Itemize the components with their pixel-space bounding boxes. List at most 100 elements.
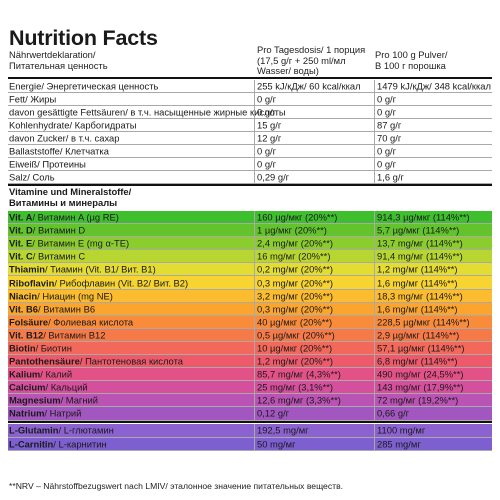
value-per-serving: 0,3 mg/мг (20%**): [257, 277, 334, 289]
table-row: davon Zucker/ в т.ч. сахар 12 g/г 70 g/г: [8, 132, 492, 145]
nutrient-translation: / Витамин C: [32, 250, 86, 262]
value-per-100g: 1,6 mg/мг (114%**): [377, 303, 458, 315]
column-divider: [254, 158, 255, 170]
column-divider: [254, 80, 255, 92]
column-divider: [374, 381, 375, 394]
column-divider: [374, 145, 375, 157]
nutrient-translation: / Кальций: [45, 381, 88, 393]
column-divider: [374, 237, 375, 250]
value-per-serving: 1 µg/мкг (20%**): [257, 224, 327, 236]
section-divider: [8, 421, 492, 423]
value-per-100g: 0 g/г: [377, 158, 397, 170]
nutrient-label: Thiamin/ Тиамин (Vit. B1/ Вит. B1): [9, 264, 156, 275]
colored-table-row: L-Glutamin/ L-глютамин 192,5 mg/мг 1100 mg…: [8, 424, 492, 438]
column-divider: [254, 341, 255, 355]
nutrient-label: Calcium/ Кальций: [9, 382, 88, 393]
column-divider: [254, 368, 255, 381]
nutrient-translation: / Натрий: [44, 407, 82, 419]
column-divider: [374, 289, 375, 302]
column-divider: [374, 368, 375, 381]
header-divider: [8, 77, 492, 79]
value-per-100g: 1,6 g/г: [377, 171, 404, 183]
nutrient-translation: / Пантотеновая кислота: [79, 355, 183, 367]
nutrient-label: Eiweiß/ Протеины: [9, 158, 86, 170]
column-divider: [254, 132, 255, 144]
value-per-100g: 143 mg/мг (17,9%**): [377, 381, 464, 393]
nutrient-label: Vit. A/ Витамин A (µg RE): [9, 212, 119, 223]
value-per-serving: 40 µg/мкг (20%**): [257, 316, 333, 328]
value-per-serving: 25 mg/мг (3,1%**): [257, 381, 334, 393]
nutrient-label: Salz/ Соль: [9, 171, 55, 183]
nutrient-label: Pantothensäure/ Пантотеновая кислота: [9, 356, 183, 367]
value-per-100g: 70 g/г: [377, 132, 402, 144]
value-per-serving: 10 µg/мкг (20%**): [257, 342, 333, 354]
value-per-100g: 1,2 mg/мг (114%**): [377, 263, 458, 275]
amino-acids-table: L-Glutamin/ L-глютамин 192,5 mg/мг 1100 mg…: [8, 424, 492, 451]
header-left-line: Питательная ценность: [9, 59, 108, 71]
nutrient-name: Biotin: [9, 342, 36, 354]
nutrient-name: Folsäure: [9, 316, 49, 328]
nutrient-translation: / Витамин B6: [38, 303, 96, 315]
value-per-100g: 490 mg/мг (24,5%**): [377, 368, 464, 380]
nutrient-name: Thiamin: [9, 263, 45, 275]
value-per-serving: 0,5 µg/мкг (20%**): [257, 329, 335, 341]
value-per-serving: 0,12 g/г: [257, 407, 290, 419]
nutrient-label: Folsäure/ Фолиевая кислота: [9, 316, 133, 327]
column-divider: [374, 93, 375, 105]
nutrient-name: Vit. B12: [9, 329, 44, 341]
nutrient-label: Biotin/ Биотин: [9, 342, 72, 353]
footnote: **NRV – Nährstoffbezugswert nach LMIV/ э…: [9, 481, 344, 491]
nutrient-name: Pantothensäure: [9, 355, 80, 367]
nutrient-translation: / Витамин D: [32, 224, 86, 236]
nutrient-label: L-Carnitin/ L-карнитин: [9, 438, 107, 449]
colored-table-row: Kalium/ Калий 85,7 mg/мг (4,3%**) 490 mg/м…: [8, 368, 492, 382]
column-divider: [374, 276, 375, 289]
value-per-100g: 2,9 µg/мкг (114%**): [377, 329, 460, 341]
value-per-serving: 160 µg/мкг (20%**): [257, 211, 338, 223]
value-per-serving: 85,7 mg/мг (4,3%**): [257, 368, 341, 380]
value-per-serving: 0 g/г: [257, 158, 277, 170]
colored-table-row: Biotin/ Биотин 10 µg/мкг (20%**) 57,1 µg/м…: [8, 341, 492, 356]
column-divider: [254, 93, 255, 105]
nutrient-translation: / Ниацин (mg NE): [37, 290, 113, 302]
colored-table-row: Natrium/ Натрий 0,12 g/г 0,66 g/г: [8, 407, 492, 421]
value-per-serving: 0,2 mg/мг (20%**): [257, 263, 334, 275]
nutrient-label: Energie/ Энергетическая ценность: [9, 80, 159, 92]
value-per-100g: 5,7 µg/мкг (114%**): [377, 224, 460, 236]
table-row: davon gesättigte Fettsäuren/ в т.ч. насы…: [8, 106, 492, 119]
column-divider: [254, 437, 255, 450]
nutrient-translation: / L-глютамин: [58, 424, 114, 436]
nutrient-name: Natrium: [9, 407, 45, 419]
value-per-serving: 0,3 mg/мг (20%**): [257, 303, 334, 315]
column-divider: [374, 394, 375, 407]
table-row: Eiweiß/ Протеины 0 g/г 0 g/г: [8, 158, 492, 171]
nutrient-label: Ballaststoffe/ Клетчатка: [9, 145, 109, 157]
nutrient-name: L-Carnitin: [9, 438, 54, 450]
column-divider: [374, 250, 375, 263]
colored-table-row: Vit. B6/ Витамин B6 0,3 mg/мг (20%**) 1,6 …: [8, 302, 492, 316]
column-divider: [254, 211, 255, 224]
vitamins-table: Vit. A/ Витамин A (µg RE) 160 µg/мкг (20%…: [8, 211, 492, 421]
value-per-100g: 1479 kJ/кДж/ 348 kcal/ккал: [377, 80, 491, 92]
header-left-line: Nährwertdeklaration/: [9, 49, 96, 60]
value-per-100g: 228,5 µg/мкг (114%**): [377, 316, 470, 328]
value-per-100g: 72 mg/мг (19,2%**): [377, 394, 459, 406]
basic-nutrients-table: Energie/ Энергетическая ценность 255 kJ/к…: [8, 80, 492, 184]
column-divider: [254, 355, 255, 368]
colored-table-row: Vit. E/ Витамин E (mg α-TE) 2,4 mg/мг (20…: [8, 237, 492, 251]
nutrient-translation: / Тиамин (Vit. B1/ Вит. B1): [44, 263, 156, 275]
header-col1-line: Wasser/ воды): [257, 65, 319, 77]
value-per-serving: 16 mg/мг (20%**): [257, 250, 331, 262]
nutrient-name: Vit. C: [9, 250, 33, 262]
header-left: Nährwertdeklaration/ Питательная ценност…: [9, 49, 239, 71]
value-per-100g: 285 mg/мг: [377, 438, 421, 450]
colored-table-row: Folsäure/ Фолиевая кислота 40 µg/мкг (20%…: [8, 315, 492, 329]
value-per-serving: 3,2 mg/мг (20%**): [257, 290, 334, 302]
column-divider: [374, 355, 375, 368]
value-per-100g: 0 g/г: [377, 93, 397, 105]
nutrient-translation: / Фолиевая кислота: [48, 316, 134, 328]
nutrient-translation: / Витамин A (µg RE): [32, 211, 119, 223]
column-divider: [254, 276, 255, 289]
column-divider: [374, 119, 375, 131]
